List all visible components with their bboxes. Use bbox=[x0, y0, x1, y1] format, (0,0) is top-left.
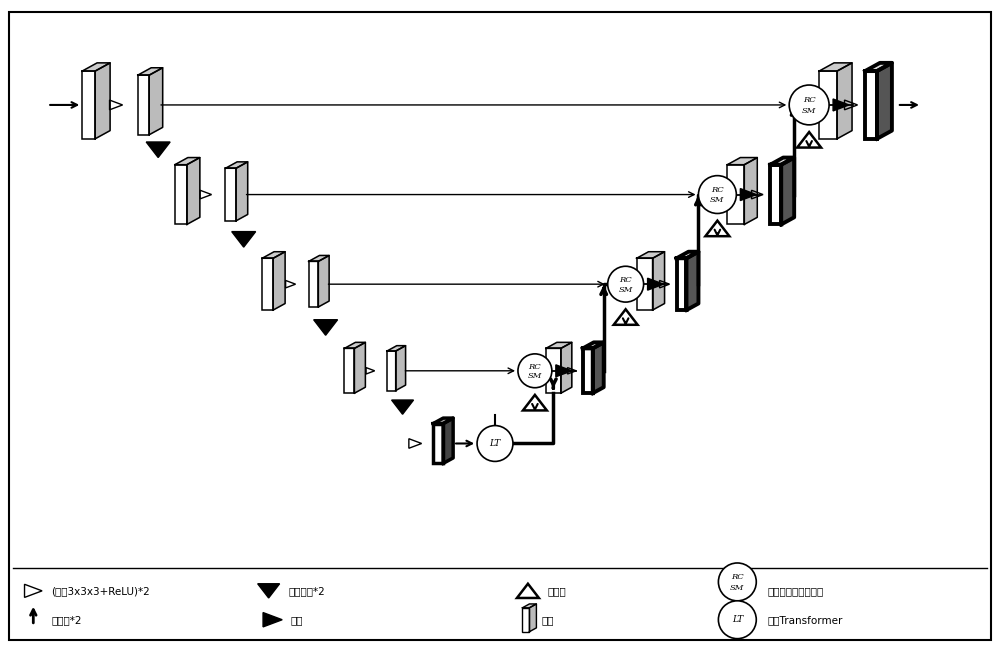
Polygon shape bbox=[138, 67, 163, 75]
Polygon shape bbox=[833, 99, 849, 111]
Bar bbox=[522, 607, 529, 631]
Text: 上采样*2: 上采样*2 bbox=[51, 615, 82, 625]
Text: 门信号: 门信号 bbox=[548, 586, 567, 596]
Circle shape bbox=[518, 354, 552, 387]
Bar bbox=[637, 258, 653, 310]
Text: 轻量Transformer: 轻量Transformer bbox=[767, 615, 843, 625]
Polygon shape bbox=[344, 343, 365, 349]
Polygon shape bbox=[236, 162, 248, 221]
Text: RC: RC bbox=[711, 186, 724, 194]
Text: LT: LT bbox=[732, 615, 743, 624]
Circle shape bbox=[789, 85, 829, 125]
Circle shape bbox=[718, 563, 756, 601]
Polygon shape bbox=[149, 67, 163, 135]
Circle shape bbox=[718, 601, 756, 639]
Polygon shape bbox=[354, 343, 365, 393]
Text: SM: SM bbox=[710, 196, 725, 204]
Text: 拼接: 拼接 bbox=[542, 615, 554, 625]
Circle shape bbox=[608, 266, 644, 302]
Polygon shape bbox=[262, 252, 285, 258]
Text: (卷积3x3x3+ReLU)*2: (卷积3x3x3+ReLU)*2 bbox=[51, 586, 150, 596]
Polygon shape bbox=[837, 63, 852, 139]
Polygon shape bbox=[146, 142, 170, 158]
Text: SM: SM bbox=[618, 286, 633, 293]
Polygon shape bbox=[309, 256, 329, 262]
Text: RC: RC bbox=[731, 573, 744, 581]
Polygon shape bbox=[727, 158, 757, 165]
Text: 跳接: 跳接 bbox=[291, 615, 303, 625]
Bar bbox=[677, 258, 686, 310]
Bar bbox=[770, 165, 781, 225]
Bar bbox=[344, 349, 354, 393]
Polygon shape bbox=[396, 346, 406, 391]
Polygon shape bbox=[819, 63, 852, 71]
Polygon shape bbox=[443, 418, 453, 463]
Bar bbox=[583, 349, 593, 393]
Polygon shape bbox=[522, 604, 536, 607]
Polygon shape bbox=[529, 604, 536, 631]
Polygon shape bbox=[877, 63, 892, 139]
Polygon shape bbox=[546, 343, 572, 349]
Polygon shape bbox=[392, 400, 414, 414]
Bar bbox=[387, 351, 396, 391]
Polygon shape bbox=[318, 256, 329, 307]
Bar bbox=[82, 71, 95, 139]
Bar bbox=[865, 71, 877, 139]
Polygon shape bbox=[175, 158, 200, 165]
Polygon shape bbox=[232, 232, 256, 247]
Polygon shape bbox=[556, 365, 572, 377]
Polygon shape bbox=[82, 63, 110, 71]
Polygon shape bbox=[258, 583, 280, 598]
Bar bbox=[309, 262, 318, 307]
Polygon shape bbox=[433, 418, 453, 424]
Polygon shape bbox=[648, 278, 664, 290]
Polygon shape bbox=[865, 63, 892, 71]
Polygon shape bbox=[781, 158, 794, 225]
Polygon shape bbox=[744, 158, 757, 225]
Polygon shape bbox=[686, 252, 698, 310]
Polygon shape bbox=[583, 343, 604, 349]
Polygon shape bbox=[770, 158, 794, 165]
Bar bbox=[175, 165, 187, 225]
Polygon shape bbox=[637, 252, 665, 258]
Polygon shape bbox=[187, 158, 200, 225]
Text: RC: RC bbox=[619, 276, 632, 284]
Bar bbox=[727, 165, 744, 225]
Polygon shape bbox=[314, 320, 338, 336]
Polygon shape bbox=[593, 343, 604, 393]
Bar bbox=[546, 349, 561, 393]
Circle shape bbox=[698, 176, 736, 214]
Circle shape bbox=[477, 426, 513, 461]
Polygon shape bbox=[653, 252, 665, 310]
Polygon shape bbox=[95, 63, 110, 139]
Polygon shape bbox=[561, 343, 572, 393]
Text: SM: SM bbox=[730, 583, 745, 592]
Bar bbox=[819, 71, 837, 139]
Polygon shape bbox=[273, 252, 285, 310]
Bar bbox=[262, 258, 273, 310]
Text: SM: SM bbox=[528, 372, 542, 380]
Polygon shape bbox=[387, 346, 406, 351]
Text: 最大池化*2: 最大池化*2 bbox=[289, 586, 325, 596]
Bar bbox=[433, 424, 443, 463]
Bar bbox=[225, 168, 236, 221]
Polygon shape bbox=[225, 162, 248, 168]
Polygon shape bbox=[677, 252, 698, 258]
Text: RC: RC bbox=[529, 363, 541, 371]
Polygon shape bbox=[263, 613, 282, 627]
Polygon shape bbox=[740, 189, 756, 201]
Text: RC: RC bbox=[803, 96, 815, 104]
Text: SM: SM bbox=[802, 107, 816, 115]
Text: LT: LT bbox=[489, 439, 501, 448]
Bar bbox=[138, 75, 149, 135]
Text: 残差感知注意力机制: 残差感知注意力机制 bbox=[767, 586, 824, 596]
